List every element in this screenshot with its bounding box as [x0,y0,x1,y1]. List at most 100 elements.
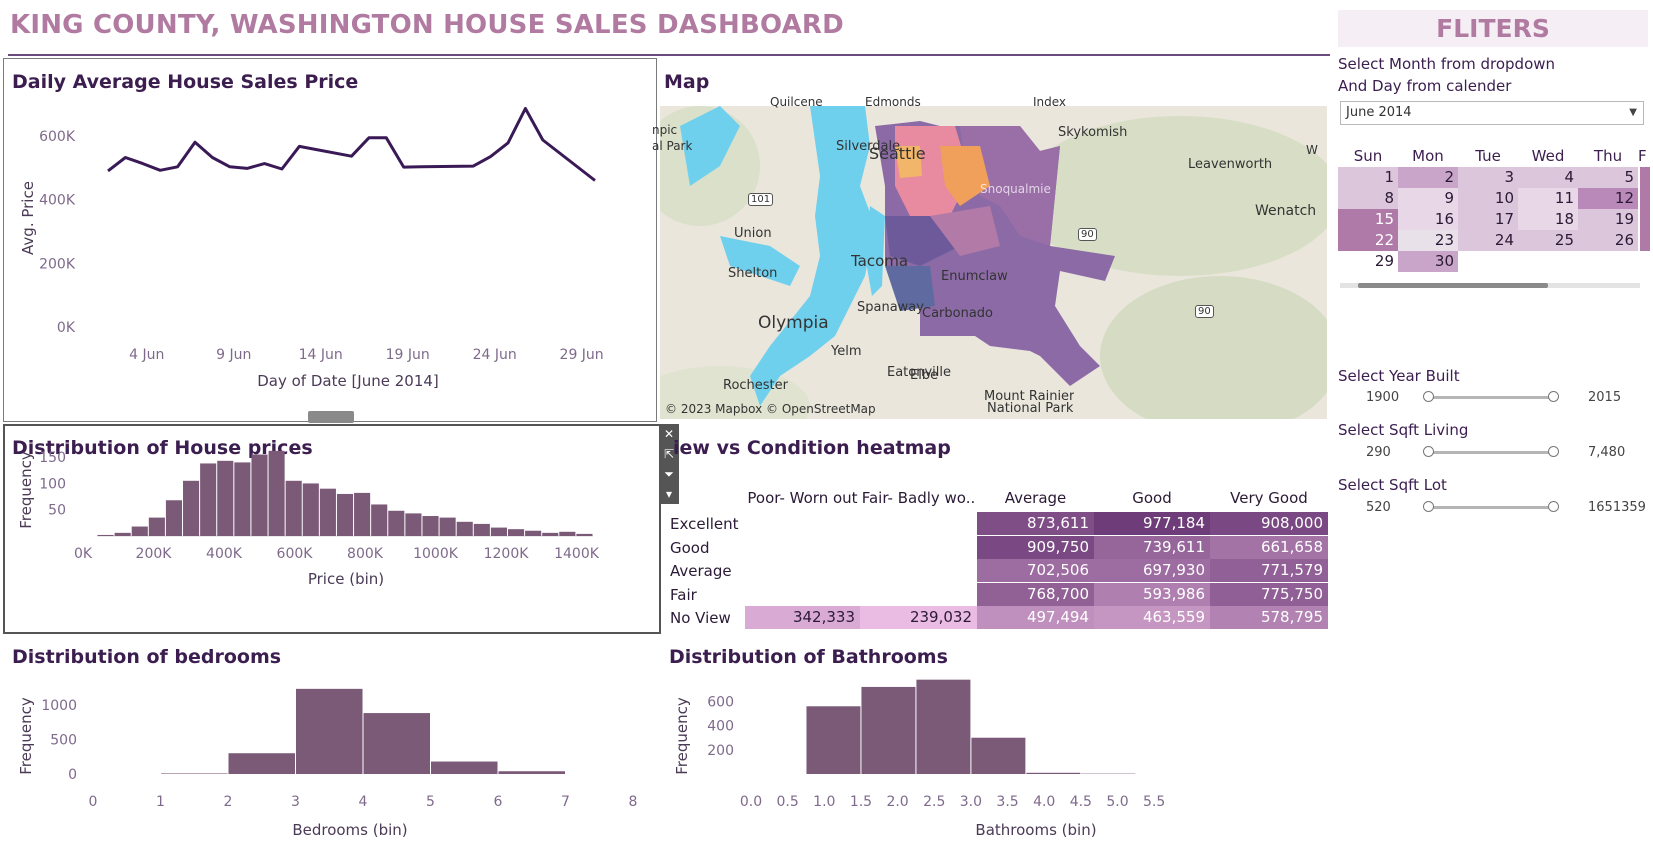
sqft-living-min: 290 [1366,445,1391,460]
heatmap-column-label: Good [1132,489,1172,507]
x-tick-label: 1 [156,794,165,810]
month-dropdown[interactable]: June 2014 ▼ [1340,101,1644,125]
x-tick-label: 600K [277,546,314,562]
sqft-lot-min: 520 [1366,500,1391,515]
calendar-day[interactable]: 3 [1458,167,1518,188]
daily-price-chart[interactable]: 600K 400K 200K 0K 4 Jun 9 Jun 14 Jun 19 Jun 24 J… [3,58,657,422]
year-built-track[interactable] [1428,396,1555,399]
y-tick-label: 0K [57,320,76,336]
calendar-day[interactable]: 24 [1458,230,1518,251]
x-axis-title: Day of Date [June 2014] [257,372,439,390]
calendar-day[interactable]: 25 [1518,230,1578,251]
calendar-day[interactable]: 16 [1398,209,1458,230]
price-bar [268,450,285,536]
heatmap-cell[interactable]: 771,579 [1210,559,1328,582]
price-bar [542,532,559,536]
year-built-min-handle[interactable] [1423,391,1434,402]
heatmap-cell[interactable]: 593,986 [1094,582,1210,606]
calendar-day[interactable]: 5 [1578,167,1638,188]
heatmap-cell[interactable]: 661,658 [1210,535,1328,559]
close-icon[interactable]: ✕ [663,427,675,441]
y-tick-label: 500 [50,732,77,748]
more-options-icon[interactable]: ▾ [665,487,673,501]
sqft-living-max-handle[interactable] [1548,446,1559,457]
heatmap-cell[interactable]: 463,559 [1094,606,1210,629]
heatmap-cell[interactable]: 908,000 [1210,512,1328,535]
bedrooms-chart[interactable]: 1000 500 00 1 2 3 4 5 6 7 8 Frequency Bedrooms (bin) [3,670,653,845]
heatmap-column-label: Fair- Badly wo.. [861,489,976,507]
map-view[interactable] [660,106,1327,419]
y-tick-label: 600K [39,129,76,145]
sqft-living-track[interactable] [1428,451,1555,454]
sqft-lot-max-handle[interactable] [1548,501,1559,512]
map-place-label: Spanaway [857,300,924,315]
calendar-day[interactable]: 10 [1458,188,1518,209]
calendar-scroll-thumb[interactable] [1358,283,1548,288]
x-tick-label: 3.5 [996,794,1018,810]
price-dist-chart[interactable]: 150 100 50 0K 200K 400K 600K 800K 1000K 1200K 1400… [3,424,661,634]
calendar-day[interactable]: 11 [1518,188,1578,209]
calendar-day[interactable]: 17 [1458,209,1518,230]
map-place-label: Shelton [728,266,778,281]
heatmap-cell[interactable]: 342,333 [745,606,860,629]
x-tick-label: 2.0 [886,794,908,810]
open-external-icon[interactable]: ⇱ [663,447,675,461]
filter-icon[interactable]: ⏷ [664,467,674,481]
heatmap-cell[interactable]: 239,032 [860,606,977,629]
x-tick-label: 6 [494,794,503,810]
calendar-day[interactable]: 18 [1518,209,1578,230]
year-built-max: 2015 [1588,390,1622,405]
sqft-living-label: Select Sqft Living [1338,421,1469,439]
calendar-day[interactable]: 19 [1578,209,1638,230]
calendar-day[interactable]: 9 [1398,188,1458,209]
sqft-lot-min-handle[interactable] [1423,501,1434,512]
calendar-day[interactable]: 15 [1338,209,1398,230]
heatmap-cell[interactable]: 739,611 [1094,535,1210,559]
x-tick-label: 1400K [554,546,600,562]
heatmap-cell[interactable]: 702,506 [977,559,1094,582]
heatmap-cell[interactable]: 697,930 [1094,559,1210,582]
calendar-day[interactable]: 1 [1338,167,1398,188]
bathrooms-chart[interactable]: 600 400 200 0.0 0.5 1.0 1.5 2.0 2.5 3.0 3.5 4.0 4.5 5… [662,670,1328,845]
viz-toolbar[interactable]: ✕ ⇱ ⏷ ▾ [659,424,679,504]
heatmap-title: iew vs Condition heatmap [673,437,951,459]
price-bar [234,462,251,536]
map-title: Map [664,71,710,93]
calendar-day[interactable]: 22 [1338,230,1398,251]
map-attribution[interactable]: © 2023 Mapbox © OpenStreetMap [665,402,876,416]
map-place-label: Carbonado [922,306,994,321]
map-place-label: Enumclaw [941,269,1008,284]
heatmap-cell[interactable]: 909,750 [977,535,1094,559]
calendar-day[interactable]: 2 [1398,167,1458,188]
calendar-friday-edge [1640,167,1650,251]
calendar-day[interactable]: 23 [1398,230,1458,251]
map-place-label: npic [652,123,678,137]
calendar-day[interactable]: 12 [1578,188,1638,209]
map-place-label: Leavenworth [1188,157,1273,172]
map-place-label: Elbe [910,368,939,383]
heatmap-cell[interactable]: 768,700 [977,582,1094,606]
y-tick-label: 100 [39,476,66,492]
sqft-living-min-handle[interactable] [1423,446,1434,457]
heatmap-cell[interactable]: 578,795 [1210,606,1328,629]
calendar-day[interactable]: 4 [1518,167,1578,188]
heatmap-cell[interactable]: 497,494 [977,606,1094,629]
calendar-day[interactable]: 8 [1338,188,1398,209]
heatmap-cell[interactable]: 775,750 [1210,582,1328,606]
map-place-label: Olympia [758,313,829,333]
price-bar [354,492,371,536]
heatmap[interactable]: Poor- Worn out Fair- Badly wo.. Average Goo… [662,489,1328,629]
price-dist-panel[interactable] [3,424,661,634]
sqft-lot-track[interactable] [1428,506,1555,509]
calendar-day[interactable]: 29 [1338,251,1398,272]
heatmap-cell[interactable]: 873,611 [977,512,1094,535]
resize-handle[interactable] [308,411,354,423]
calendar-day[interactable]: 26 [1578,230,1638,251]
calendar-scrollbar[interactable] [1340,283,1640,288]
x-tick-label: 5.5 [1143,794,1165,810]
day-calendar[interactable]: Sun Mon Tue Wed Thu F 1 2 3 4 5 8 9 10 11 12 15 16 17 18 19 2… [1338,145,1650,275]
calendar-day[interactable]: 30 [1398,251,1458,272]
chevron-down-icon[interactable]: ▼ [1629,107,1637,118]
year-built-max-handle[interactable] [1548,391,1559,402]
heatmap-cell[interactable]: 977,184 [1094,512,1210,535]
